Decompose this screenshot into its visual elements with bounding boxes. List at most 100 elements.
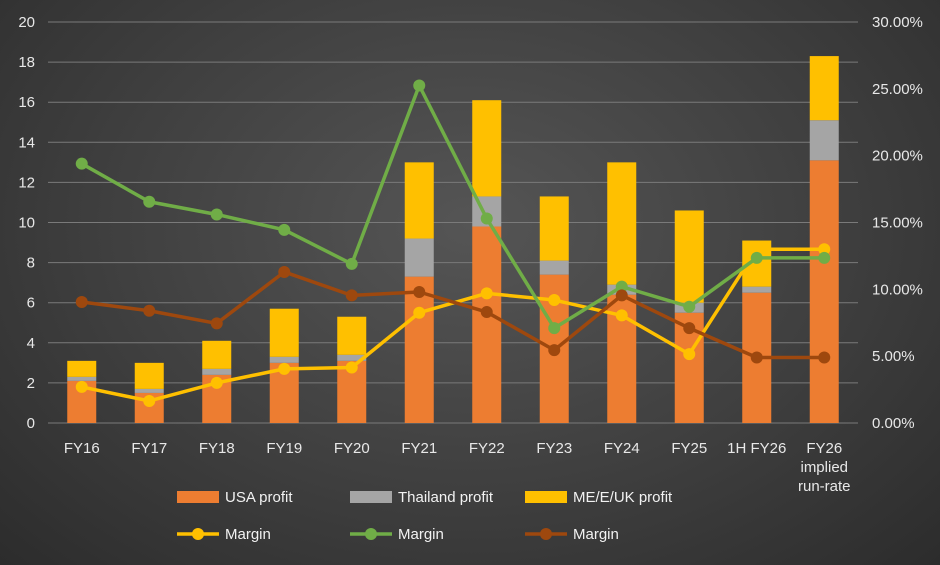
bar-segment	[607, 162, 637, 285]
legend-label: Margin	[573, 526, 619, 543]
x-tick-label: FY19	[266, 440, 302, 457]
x-tick-label: FY17	[131, 440, 167, 457]
y-tick-label: 6	[27, 295, 35, 312]
y-tick-label: 4	[27, 335, 35, 352]
line-point	[210, 376, 223, 389]
line-point	[818, 243, 831, 256]
line-point	[75, 157, 88, 170]
line-series	[80, 83, 825, 330]
bar-segment	[134, 362, 164, 389]
bar-segment	[472, 226, 502, 423]
bar-segment	[809, 120, 839, 161]
x-tick-label: FY16	[64, 440, 100, 457]
x-tick-label: FY24	[604, 440, 640, 457]
gridlines	[48, 21, 858, 424]
legend-marker	[192, 528, 204, 540]
bar-segment	[202, 368, 232, 375]
line-point	[818, 351, 831, 364]
y-tick-label: 14	[18, 134, 35, 151]
line-series	[81, 270, 825, 360]
legend-label: Thailand profit	[398, 489, 494, 506]
x-tick-label: run-rate	[798, 478, 851, 495]
legend-marker	[540, 528, 552, 540]
line-point	[143, 304, 156, 317]
line-point	[750, 243, 763, 256]
bar-segment	[674, 210, 704, 303]
bar-segment	[809, 160, 839, 423]
line-point	[480, 306, 493, 319]
bar-segment	[539, 196, 569, 261]
line-point	[210, 208, 223, 221]
line-point	[750, 251, 763, 264]
line-point	[480, 212, 493, 225]
y-tick-label: 20	[18, 14, 35, 31]
bar-segment	[472, 100, 502, 197]
x-tick-label: FY21	[401, 440, 437, 457]
y2-tick-label: 30.00%	[872, 14, 923, 31]
legend-swatch	[525, 491, 567, 503]
x-tick-label: FY20	[334, 440, 370, 457]
margin-lines	[75, 79, 831, 407]
legend-label: USA profit	[225, 489, 293, 506]
legend-label: Margin	[225, 526, 271, 543]
y-tick-label: 12	[18, 174, 35, 191]
x-tick-label: implied	[800, 459, 848, 476]
y2-tick-label: 0.00%	[872, 415, 915, 432]
bar-segment	[742, 286, 772, 293]
line-point	[413, 306, 426, 319]
bar-segment	[67, 376, 97, 381]
bar-segment	[337, 354, 367, 361]
bar-segment	[404, 162, 434, 239]
line-point	[615, 309, 628, 322]
y2-tick-label: 25.00%	[872, 81, 923, 98]
bar-segment	[67, 360, 97, 377]
x-tick-label: 1H FY26	[727, 440, 786, 457]
bar-segment	[809, 56, 839, 121]
y2-tick-label: 15.00%	[872, 215, 923, 232]
line-point	[413, 79, 426, 92]
line-point	[278, 362, 291, 375]
line-point	[750, 351, 763, 364]
x-tick-label: FY18	[199, 440, 235, 457]
line-point	[615, 289, 628, 302]
line-point	[143, 195, 156, 208]
bar-segment	[134, 388, 164, 393]
line-point	[683, 348, 696, 361]
line-point	[345, 257, 358, 270]
y2-tick-label: 5.00%	[872, 348, 915, 365]
line-point	[683, 322, 696, 335]
y-tick-label: 2	[27, 375, 35, 392]
line-point	[548, 294, 561, 307]
line-point	[480, 287, 493, 300]
line-point	[75, 380, 88, 393]
line-point	[548, 322, 561, 335]
line-point	[278, 223, 291, 236]
legend-swatch	[177, 491, 219, 503]
bar-segment	[202, 340, 232, 369]
x-tick-label: FY26	[806, 440, 842, 457]
line-point	[818, 251, 831, 264]
line-point	[278, 265, 291, 278]
line-point	[210, 317, 223, 330]
x-tick-label: FY23	[536, 440, 572, 457]
y-tick-label: 16	[18, 94, 35, 111]
x-tick-label: FY22	[469, 440, 505, 457]
legend: USA profit Thailand profit ME/E/UK profit M…	[177, 489, 673, 543]
legend-label: ME/E/UK profit	[573, 489, 673, 506]
y-tick-label: 0	[27, 415, 35, 432]
y-tick-label: 18	[18, 54, 35, 71]
bar-segment	[404, 238, 434, 277]
x-tick-label: FY25	[671, 440, 707, 457]
line-point	[345, 289, 358, 302]
line-point	[413, 286, 426, 299]
bar-segment	[269, 308, 299, 357]
bar-segment	[539, 260, 569, 275]
line-point	[345, 361, 358, 374]
line-point	[683, 300, 696, 313]
bar-segment	[404, 276, 434, 423]
y-tick-label: 10	[18, 215, 35, 232]
y2-tick-label: 10.00%	[872, 281, 923, 298]
legend-marker	[365, 528, 377, 540]
y-tick-label: 8	[27, 255, 35, 272]
